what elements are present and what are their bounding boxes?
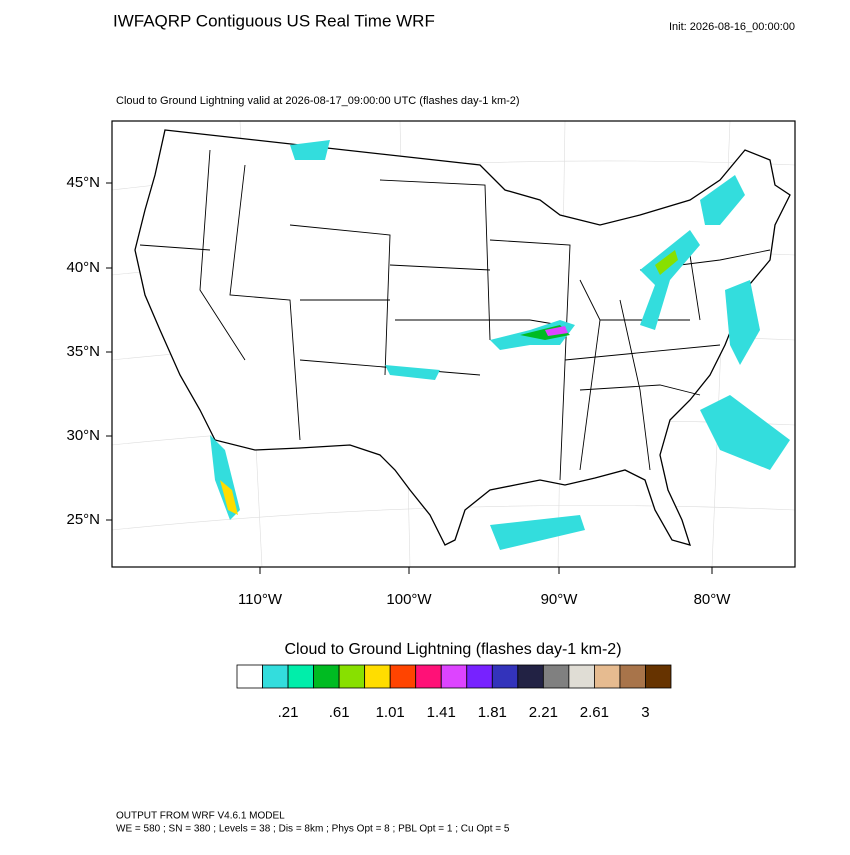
lon-label: 110°W (238, 591, 283, 608)
init-time: Init: 2026-08-16_00:00:00 (669, 21, 795, 33)
colorbar-box (364, 664, 391, 689)
axes: 45°N 40°N 35°N 30°N 25°N 110°W 100°W 90°W 80°W (66, 174, 731, 608)
colorbar-label: 2.21 (529, 704, 558, 721)
colorbar-box (287, 664, 314, 689)
colorbar-box (542, 664, 570, 689)
colorbar-box (262, 664, 289, 689)
colorbar-box (236, 664, 263, 689)
lon-label: 90°W (541, 591, 579, 608)
colorbar-box (440, 664, 468, 689)
colorbar-box (466, 664, 493, 689)
colorbar-box (491, 664, 519, 689)
colorbar-box (389, 664, 417, 689)
lat-label: 45°N (66, 174, 100, 191)
subtitle: Cloud to Ground Lightning valid at 2026-… (116, 95, 520, 107)
colorbar-label: 1.81 (478, 704, 507, 721)
lat-label: 30°N (66, 427, 100, 444)
colorbar-box (619, 664, 646, 689)
lat-label: 25°N (66, 511, 100, 528)
colorbar-label: .61 (329, 704, 350, 721)
map (111, 120, 796, 568)
lat-label: 40°N (66, 259, 100, 276)
colorbar-label: 3 (641, 704, 649, 721)
colorbar-label: 2.61 (580, 704, 609, 721)
colorbar-box (645, 664, 672, 689)
title: IWFAQRP Contiguous US Real Time WRF (113, 11, 435, 30)
lon-label: 100°W (386, 591, 432, 608)
footer-line: WE = 580 ; SN = 380 ; Levels = 38 ; Dis … (116, 824, 510, 835)
lon-label: 80°W (694, 591, 732, 608)
colorbar: .21 .61 1.01 1.41 1.81 2.21 2.61 3 (236, 664, 672, 721)
colorbar-label: .21 (278, 704, 299, 721)
colorbar-title: Cloud to Ground Lightning (flashes day-1… (284, 641, 621, 658)
lightning (210, 140, 790, 550)
colorbar-label: 1.41 (427, 704, 456, 721)
lat-label: 35°N (66, 343, 100, 360)
colorbar-box (568, 664, 595, 689)
colorbar-box (313, 664, 340, 689)
footer-line: OUTPUT FROM WRF V4.6.1 MODEL (116, 811, 285, 822)
colorbar-label: 1.01 (376, 704, 405, 721)
colorbar-box (594, 664, 621, 689)
colorbar-box (415, 664, 442, 689)
colorbar-box (517, 664, 544, 689)
colorbar-box (338, 664, 366, 689)
